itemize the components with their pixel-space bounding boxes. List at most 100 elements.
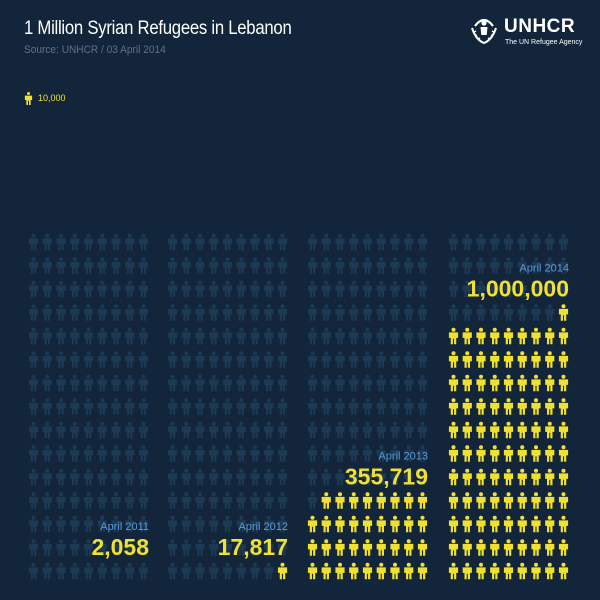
empty-person-icon — [417, 351, 428, 368]
filled-person-icon — [517, 468, 527, 486]
empty-person-icon — [181, 374, 191, 392]
empty-person-icon — [83, 351, 94, 368]
empty-person-icon — [111, 257, 121, 274]
filled-person-icon — [462, 539, 472, 556]
empty-person-icon — [250, 445, 260, 462]
empty-person-icon — [545, 233, 555, 251]
empty-person-icon — [28, 492, 39, 509]
empty-person-icon — [321, 327, 331, 345]
empty-person-icon — [264, 398, 274, 415]
empty-person-icon — [404, 304, 414, 321]
empty-person-icon — [264, 562, 274, 580]
empty-person-icon — [209, 421, 219, 439]
filled-person-icon — [490, 562, 500, 580]
category-label: April 2011 — [100, 521, 149, 533]
filled-person-icon — [321, 562, 331, 580]
category-label: April 2014 — [519, 263, 569, 275]
empty-person-icon — [390, 327, 400, 345]
filled-person-icon — [462, 445, 472, 462]
empty-person-icon — [349, 374, 359, 392]
empty-person-icon — [349, 421, 359, 439]
value-label: 355,719 — [345, 464, 428, 490]
empty-person-icon — [349, 327, 359, 345]
empty-person-icon — [181, 327, 191, 345]
filled-person-icon — [476, 445, 486, 462]
empty-person-icon — [264, 374, 274, 392]
empty-person-icon — [264, 492, 274, 509]
empty-person-icon — [236, 445, 246, 462]
empty-person-icon — [83, 233, 94, 251]
empty-person-icon — [349, 398, 359, 415]
empty-person-icon — [195, 515, 205, 533]
filled-person-icon — [517, 515, 527, 533]
filled-person-icon — [362, 562, 373, 580]
empty-person-icon — [222, 492, 233, 509]
empty-person-icon — [56, 492, 66, 509]
empty-person-icon — [362, 351, 373, 368]
empty-person-icon — [321, 468, 331, 486]
empty-person-icon — [70, 374, 80, 392]
empty-person-icon — [167, 515, 178, 533]
empty-person-icon — [236, 421, 246, 439]
empty-person-icon — [321, 257, 331, 274]
filled-person-icon — [476, 374, 486, 392]
empty-person-icon — [362, 421, 373, 439]
filled-person-icon — [531, 398, 541, 415]
filled-person-icon — [417, 562, 428, 580]
filled-person-icon — [503, 374, 514, 392]
filled-person-icon — [503, 421, 514, 439]
empty-person-icon — [376, 351, 386, 368]
empty-person-icon — [236, 280, 246, 298]
filled-person-icon — [503, 492, 514, 509]
empty-person-icon — [349, 280, 359, 298]
filled-person-icon — [476, 398, 486, 415]
empty-person-icon — [125, 327, 135, 345]
filled-person-icon — [490, 515, 500, 533]
empty-person-icon — [209, 304, 219, 321]
empty-person-icon — [250, 304, 260, 321]
empty-person-icon — [264, 280, 274, 298]
filled-person-icon — [390, 539, 400, 556]
empty-person-icon — [125, 304, 135, 321]
filled-person-icon — [490, 398, 500, 415]
empty-person-icon — [264, 257, 274, 274]
empty-person-icon — [222, 304, 233, 321]
filled-person-icon — [462, 374, 472, 392]
filled-person-icon — [503, 398, 514, 415]
empty-person-icon — [376, 398, 386, 415]
empty-person-icon — [56, 445, 66, 462]
empty-person-icon — [70, 562, 80, 580]
empty-person-icon — [42, 398, 52, 415]
empty-person-icon — [503, 304, 514, 321]
empty-person-icon — [335, 280, 345, 298]
filled-person-icon — [490, 539, 500, 556]
filled-person-icon — [376, 539, 386, 556]
filled-person-icon — [490, 468, 500, 486]
empty-person-icon — [349, 445, 359, 462]
empty-person-icon — [56, 351, 66, 368]
unhcr-logo: UNHCR The UN Refugee Agency — [468, 16, 588, 48]
filled-person-icon — [307, 515, 318, 533]
empty-person-icon — [404, 257, 414, 274]
empty-person-icon — [97, 257, 107, 274]
filled-person-icon — [531, 492, 541, 509]
empty-person-icon — [476, 257, 486, 274]
filled-person-icon — [558, 562, 569, 580]
empty-person-icon — [138, 445, 149, 462]
empty-person-icon — [181, 421, 191, 439]
empty-person-icon — [307, 233, 318, 251]
empty-person-icon — [362, 445, 373, 462]
person-icon — [24, 92, 33, 105]
empty-person-icon — [125, 374, 135, 392]
empty-person-icon — [138, 304, 149, 321]
empty-person-icon — [28, 398, 39, 415]
empty-person-icon — [111, 280, 121, 298]
empty-person-icon — [167, 280, 178, 298]
filled-person-icon — [349, 562, 359, 580]
empty-person-icon — [28, 351, 39, 368]
empty-person-icon — [277, 445, 288, 462]
empty-person-icon — [195, 492, 205, 509]
